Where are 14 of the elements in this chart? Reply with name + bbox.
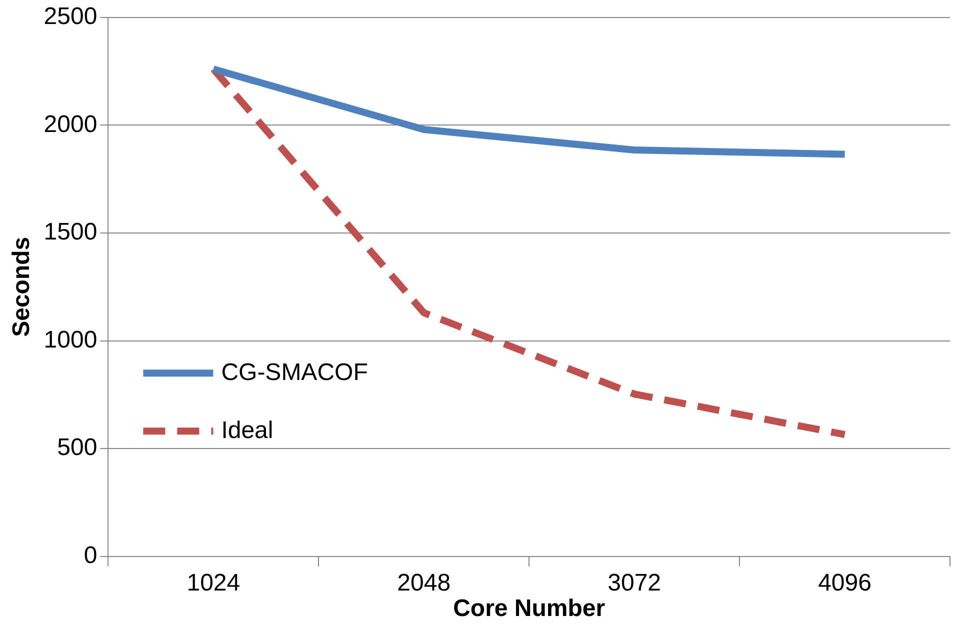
x-tick-label: 4096: [818, 569, 872, 596]
y-tick-label: 2500: [44, 3, 98, 30]
legend-label: Ideal: [221, 416, 274, 444]
x-axis-title: Core Number: [453, 595, 606, 622]
y-tick-label: 1000: [44, 326, 98, 354]
x-tick-label: 1024: [186, 569, 240, 596]
y-tick-label: 500: [57, 434, 98, 462]
y-axis-title: Seconds: [8, 236, 36, 337]
y-tick-label: 1500: [44, 218, 98, 246]
y-tick-label: 2000: [44, 110, 98, 138]
x-tick-label: 3072: [608, 569, 662, 596]
x-tick-label: 2048: [397, 569, 451, 596]
y-tick-label: 0: [84, 542, 98, 570]
legend-label: CG-SMACOF: [221, 358, 368, 386]
